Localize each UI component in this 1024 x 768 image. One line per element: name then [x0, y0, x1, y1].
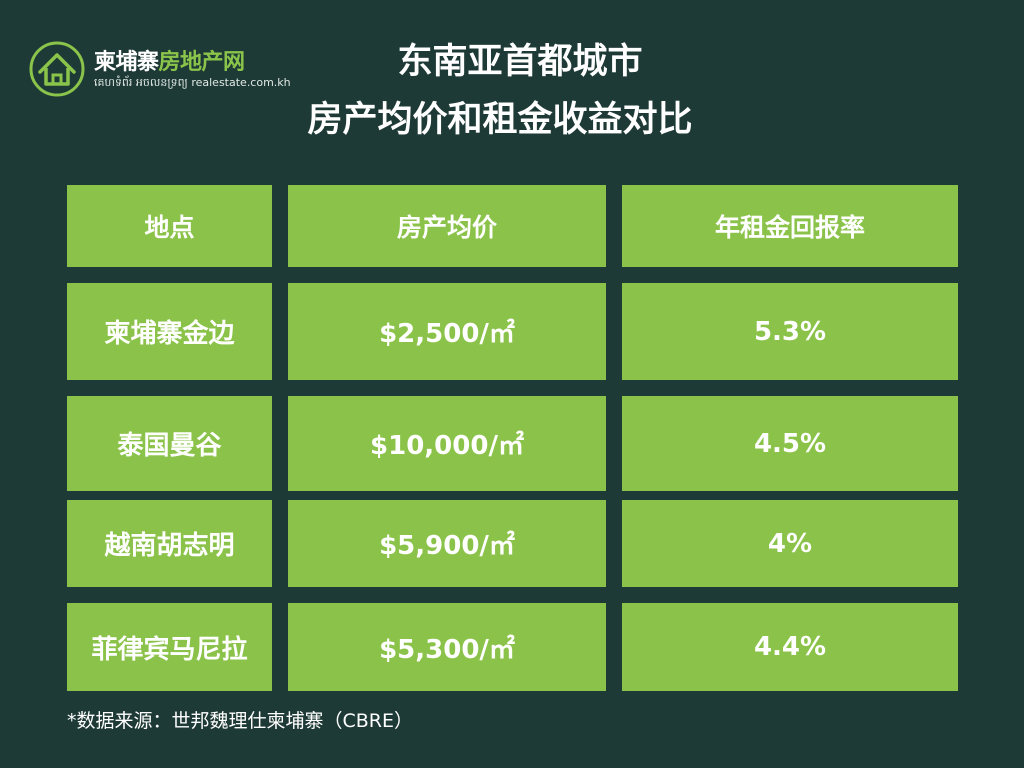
page-title-line1: 东南亚首都城市 [397, 42, 643, 82]
logo-name-part1: 柬埔寨 [94, 50, 159, 75]
house-icon [29, 41, 85, 97]
row4-price: $5,300/㎡ [288, 603, 606, 691]
logo-name-part2: 房地产网 [158, 50, 246, 75]
row1-price: $2,500/㎡ [288, 283, 606, 380]
row2-price: $10,000/㎡ [288, 396, 606, 491]
row3-yield: 4% [622, 500, 958, 587]
row1-location: 柬埔寨金边 [67, 283, 272, 380]
logo-subtitle: គេហទំព័រ អចលនទ្រព្យ realestate.com.kh [94, 76, 291, 89]
site-logo: 柬埔寨房地产网 គេហទំព័រ អចលនទ្រព្យ realestate.c… [28, 40, 291, 100]
source-footnote: *数据来源：世邦魏理仕柬埔寨（CBRE） [67, 710, 414, 732]
page-title-line2: 房产均价和租金收益对比 [307, 100, 693, 140]
row4-location: 菲律宾马尼拉 [67, 603, 272, 691]
logo-name: 柬埔寨房地产网 [94, 44, 245, 76]
row2-yield: 4.5% [622, 396, 958, 491]
row3-price: $5,900/㎡ [288, 500, 606, 587]
header-yield: 年租金回报率 [622, 185, 958, 267]
row1-yield: 5.3% [622, 283, 958, 380]
header-price: 房产均价 [288, 185, 606, 267]
row2-location: 泰国曼谷 [67, 396, 272, 491]
header-location: 地点 [67, 185, 272, 267]
row3-location: 越南胡志明 [67, 500, 272, 587]
row4-yield: 4.4% [622, 603, 958, 691]
